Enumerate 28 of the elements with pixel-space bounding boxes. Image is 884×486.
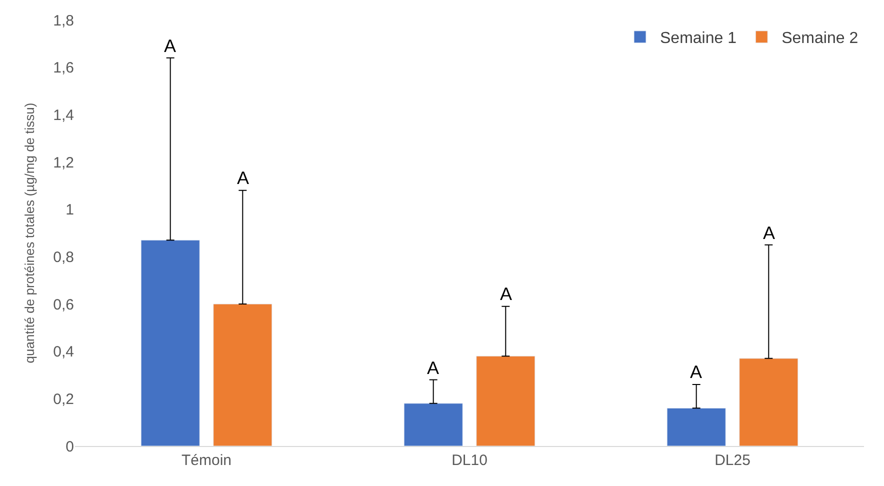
y-tick-label: 1 — [66, 202, 74, 219]
y-tick-label: 1,8 — [53, 12, 74, 30]
x-tick-label: DL25 — [714, 452, 750, 469]
y-axis-title: quantité de protéines totales (µg/mg de tissu) — [22, 102, 38, 364]
bar — [140, 240, 200, 446]
y-tick-label: 0,8 — [53, 248, 74, 266]
y-tick-label: 0,4 — [53, 344, 74, 361]
y-tick-label: 0 — [66, 438, 74, 456]
y-tick-label: 1,6 — [53, 60, 74, 77]
bar — [476, 356, 536, 446]
x-tick-label: Témoin — [181, 452, 232, 469]
y-tick-label: 0,2 — [53, 390, 74, 408]
y-tick-label: 0,6 — [53, 296, 74, 314]
x-tick-label: DL10 — [452, 452, 488, 469]
legend-label: Semaine 1 — [660, 30, 737, 48]
annotation: A — [763, 223, 776, 243]
annotation: A — [164, 36, 176, 56]
bar — [666, 408, 726, 446]
bar — [213, 304, 272, 446]
bar — [404, 403, 463, 446]
annotation: A — [237, 168, 250, 188]
annotation: A — [500, 284, 512, 304]
y-tick-label: 1,2 — [53, 154, 74, 172]
annotation: A — [427, 358, 440, 378]
y-tick-label: 1,4 — [53, 106, 74, 124]
legend-label: Semaine 2 — [782, 30, 858, 48]
bar — [739, 358, 798, 446]
annotation: A — [690, 362, 702, 382]
